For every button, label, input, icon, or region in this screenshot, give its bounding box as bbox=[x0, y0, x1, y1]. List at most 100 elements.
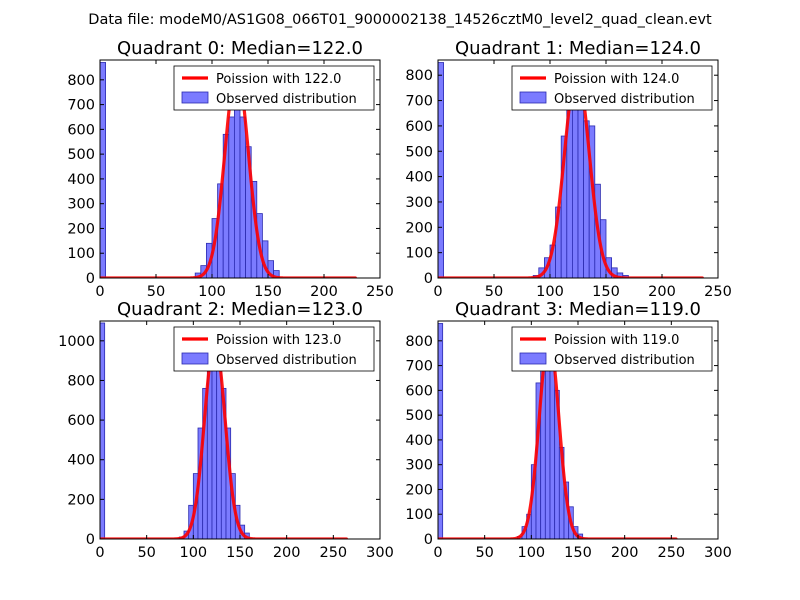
y-tick-label: 800 bbox=[67, 373, 95, 389]
legend: Poission with 119.0 Observed distribution bbox=[511, 326, 713, 372]
x-tick-label: 50 bbox=[485, 284, 503, 300]
x-tick-label: 100 bbox=[536, 284, 564, 300]
subplot-quadrant-1: 0 50 100 150 200 250 0 100 200 300 400 500 600 700 800… bbox=[405, 38, 732, 300]
x-tick-label: 250 bbox=[657, 545, 685, 561]
histogram-bar bbox=[577, 102, 584, 278]
x-tick-label: 150 bbox=[592, 284, 620, 300]
y-tick-label: 400 bbox=[67, 453, 95, 469]
y-tick-label: 300 bbox=[405, 195, 433, 211]
histogram-bar bbox=[211, 348, 218, 539]
plot-area bbox=[100, 62, 357, 278]
y-tick-label: 1000 bbox=[58, 334, 95, 350]
legend-bar-swatch bbox=[519, 352, 547, 365]
x-tick-label: 200 bbox=[648, 284, 676, 300]
poisson-fit-line bbox=[438, 336, 678, 539]
y-tick-label: 600 bbox=[405, 119, 433, 135]
subplot-title: Quadrant 0: Median=122.0 bbox=[117, 38, 363, 59]
y-tick-label: 0 bbox=[86, 271, 95, 287]
y-tick-label: 400 bbox=[67, 172, 95, 188]
x-tick-label: 0 bbox=[433, 284, 442, 300]
histogram-bar bbox=[438, 62, 444, 278]
legend-label: Poission with 119.0 bbox=[554, 333, 679, 348]
y-tick-label: 200 bbox=[405, 220, 433, 236]
legend: Poission with 122.0 Observed distribution bbox=[173, 65, 375, 111]
subplot-grid: 0 50 100 150 200 2500100200300400500600700800… bbox=[58, 38, 732, 561]
poisson-fit-line bbox=[100, 69, 357, 278]
figure-title: Data file: modeM0/AS1G08_066T01_90000021… bbox=[88, 12, 712, 28]
y-tick-label: 400 bbox=[405, 170, 433, 186]
x-tick-label: 250 bbox=[366, 284, 394, 300]
x-tick-label: 300 bbox=[366, 545, 394, 561]
y-tick-label: 200 bbox=[405, 482, 433, 498]
x-tick-label: 150 bbox=[564, 545, 592, 561]
histogram-bar bbox=[216, 360, 222, 539]
histogram-bar bbox=[549, 355, 556, 539]
y-tick-label: 0 bbox=[86, 532, 95, 548]
y-tick-label: 200 bbox=[67, 221, 95, 237]
x-tick-label: 100 bbox=[198, 284, 226, 300]
y-tick-label: 700 bbox=[67, 98, 95, 114]
x-tick-label: 50 bbox=[475, 545, 493, 561]
x-tick-label: 250 bbox=[319, 545, 347, 561]
y-tick-label: 800 bbox=[405, 68, 433, 84]
subplot-title: Quadrant 3: Median=119.0 bbox=[455, 299, 701, 320]
histogram-bar bbox=[100, 62, 106, 278]
x-tick-label: 200 bbox=[273, 545, 301, 561]
y-tick-label: 500 bbox=[67, 147, 95, 163]
legend-bar-swatch bbox=[519, 91, 547, 104]
legend-label: Poission with 124.0 bbox=[554, 72, 679, 87]
legend-label: Poission with 123.0 bbox=[216, 333, 341, 348]
x-tick-label: 50 bbox=[137, 545, 155, 561]
legend-bar-swatch bbox=[181, 91, 209, 104]
legend: Poission with 123.0 Observed distribution bbox=[173, 326, 375, 372]
subplot-title: Quadrant 2: Median=123.0 bbox=[117, 299, 363, 320]
x-tick-label: 100 bbox=[179, 545, 207, 561]
y-tick-label: 700 bbox=[405, 94, 433, 110]
y-tick-label: 200 bbox=[67, 492, 95, 508]
x-tick-label: 0 bbox=[433, 545, 442, 561]
x-tick-label: 50 bbox=[147, 284, 165, 300]
x-tick-label: 250 bbox=[704, 284, 732, 300]
legend-bar-swatch bbox=[181, 352, 209, 365]
y-tick-label: 500 bbox=[405, 144, 433, 160]
subplot-quadrant-3: 0 50 100 150 200 250 300 0 100 200 300 400 500 600 700… bbox=[405, 299, 732, 561]
y-tick-label: 100 bbox=[405, 246, 433, 262]
y-tick-label: 100 bbox=[67, 246, 95, 262]
x-tick-label: 150 bbox=[226, 545, 254, 561]
y-tick-label: 800 bbox=[67, 73, 95, 89]
x-tick-label: 300 bbox=[704, 545, 732, 561]
y-tick-label: 300 bbox=[67, 197, 95, 213]
subplot-title: Quadrant 1: Median=124.0 bbox=[455, 38, 701, 59]
x-tick-label: 200 bbox=[611, 545, 639, 561]
x-tick-label: 0 bbox=[95, 545, 104, 561]
histogram-bar bbox=[100, 322, 106, 539]
plot-area bbox=[100, 322, 348, 539]
legend: Poission with 124.0 Observed distribution bbox=[511, 65, 713, 111]
subplot-quadrant-2: 0 50 100 150 200 250 300 0 200 400 600 800 1000 Quadr… bbox=[58, 299, 394, 561]
plot-area bbox=[438, 323, 678, 539]
x-tick-label: 100 bbox=[517, 545, 545, 561]
x-tick-label: 150 bbox=[254, 284, 282, 300]
y-tick-label: 100 bbox=[405, 507, 433, 523]
histogram-bar bbox=[228, 116, 235, 278]
legend-label: Observed distribution bbox=[216, 92, 357, 107]
histogram-bar bbox=[544, 350, 551, 539]
axes-frame bbox=[437, 59, 719, 279]
y-tick-label: 400 bbox=[405, 433, 433, 449]
legend-label: Observed distribution bbox=[554, 92, 695, 107]
x-tick-label: 200 bbox=[310, 284, 338, 300]
x-tick-label: 0 bbox=[95, 284, 104, 300]
y-tick-label: 0 bbox=[424, 271, 433, 287]
legend-label: Observed distribution bbox=[554, 353, 695, 368]
subplot-quadrant-0: 0 50 100 150 200 250 0 100 200 300 400 500 600 700 800… bbox=[67, 38, 394, 300]
axes-frame bbox=[99, 59, 381, 279]
poisson-fit-line bbox=[100, 339, 348, 539]
histogram-bar bbox=[233, 99, 241, 278]
histogram-bar bbox=[239, 116, 246, 278]
y-tick-label: 600 bbox=[67, 122, 95, 138]
y-tick-label: 600 bbox=[405, 383, 433, 399]
y-tick-label: 700 bbox=[405, 359, 433, 375]
y-tick-label: 300 bbox=[405, 458, 433, 474]
legend-label: Poission with 122.0 bbox=[216, 72, 341, 87]
